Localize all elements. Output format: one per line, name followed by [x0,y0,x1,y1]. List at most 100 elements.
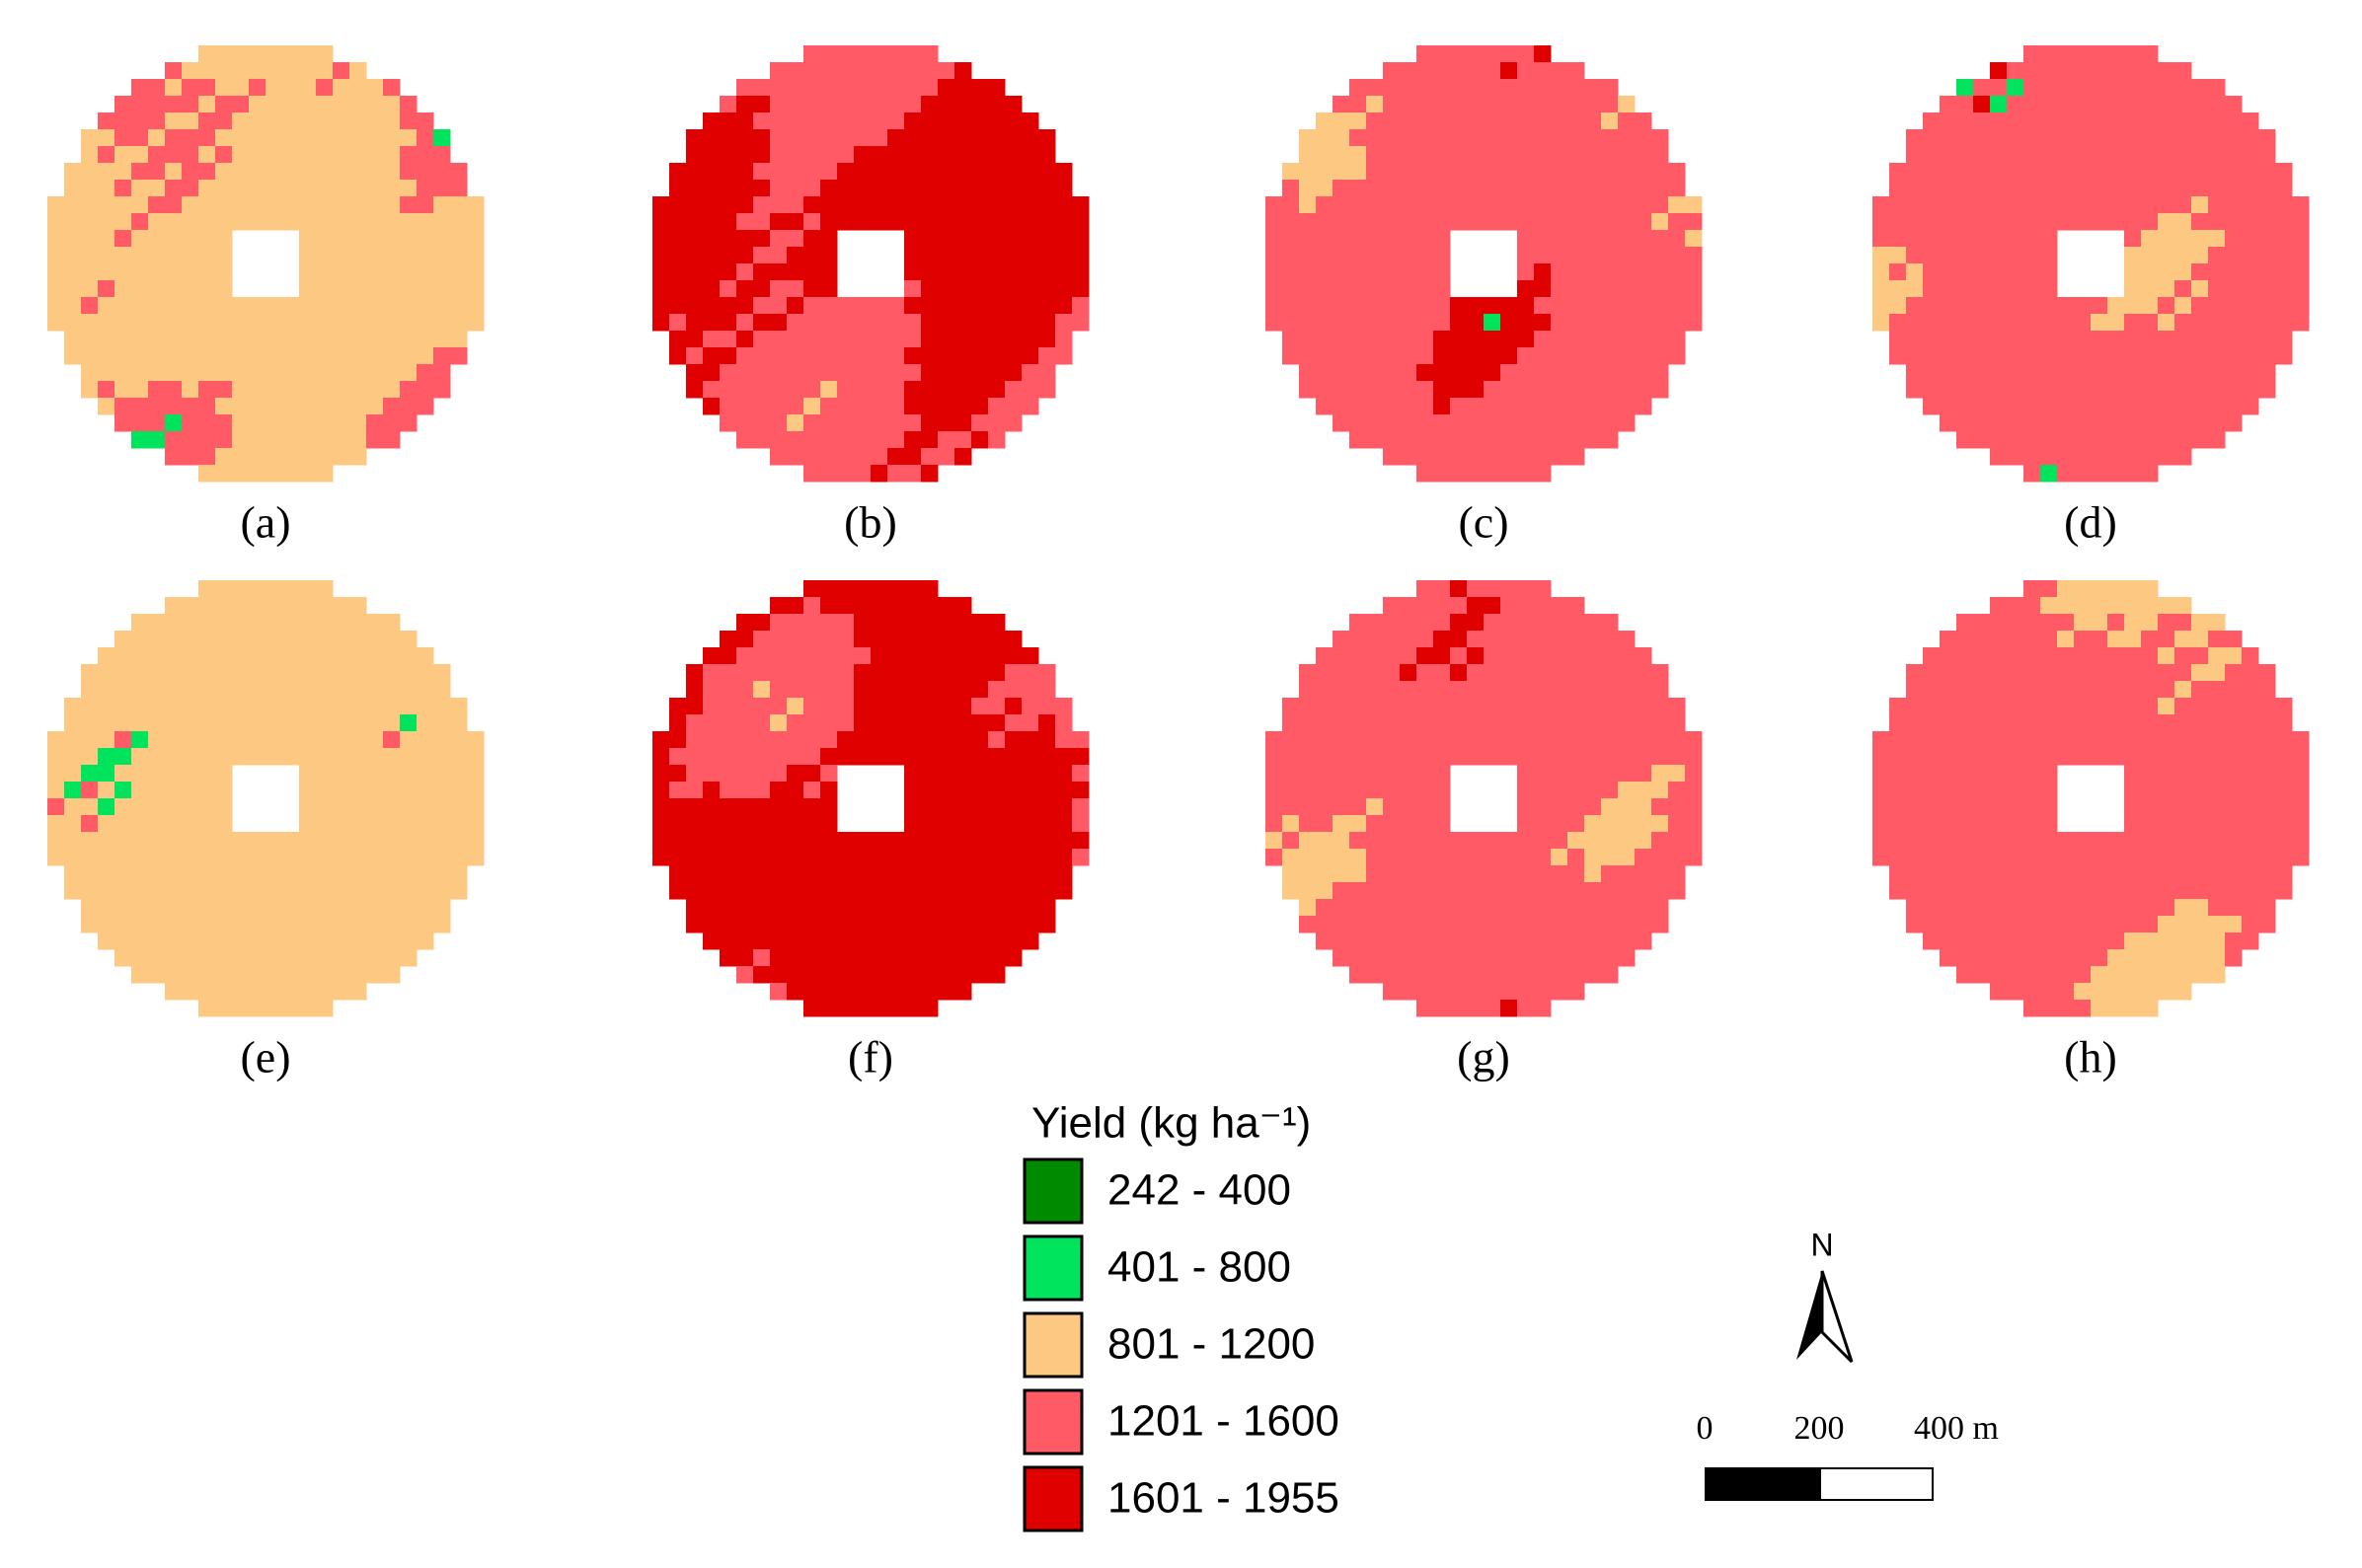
map-cell [215,664,233,682]
map-cell [1467,933,1485,950]
map-cell [232,631,250,648]
map-cell [47,782,65,799]
map-cell [954,414,972,432]
map-cell [366,647,384,665]
map-cell [1534,664,1552,682]
map-cell [971,865,989,883]
map-cell [1055,230,1073,248]
map-cell [333,647,350,665]
map-cell [2107,297,2125,315]
map-cell [1005,146,1023,164]
map-cell [770,815,788,833]
map-cell [2242,681,2259,699]
map-cell [232,597,250,615]
map-cell [954,347,972,365]
panel-label: (g) [1457,1032,1510,1083]
map-cell [1349,146,1367,164]
map-cell [2141,146,2159,164]
map-cell [1299,731,1317,749]
map-cell [2040,882,2058,900]
map-cell [316,597,334,615]
map-cell [1416,414,1434,432]
map-cell [2023,580,2041,598]
map-cell [1366,230,1384,248]
map-cell [2040,916,2058,933]
map-cell [417,865,434,883]
map-cell [1923,213,1941,231]
map-cell [2208,146,2226,164]
map-cell [988,331,1006,348]
map-cell [2124,213,2142,231]
map-cell [686,882,704,900]
map-cell [1551,631,1568,648]
map-cell [349,431,367,449]
map-cell [988,916,1006,933]
map-cell [1433,79,1451,97]
map-cell [1923,765,1941,783]
map-cell [1517,664,1535,682]
map-cell [1400,280,1417,298]
map-cell [2191,297,2209,315]
map-cell [1567,180,1585,197]
map-cell [232,916,250,933]
map-cell [2208,865,2226,883]
map-cell [904,297,922,315]
map-cell [1316,398,1333,415]
map-cell [1383,414,1401,432]
map-cell [2258,347,2276,365]
map-cell [803,1000,821,1017]
map-cell [1038,297,1056,315]
map-cell [2107,448,2125,466]
map-cell [2174,280,2192,298]
map-cell [282,196,300,214]
map-cell [770,364,788,382]
map-cell [2141,748,2159,766]
map-cell [2074,314,2092,332]
map-cell [2057,949,2075,967]
map-cell [366,180,384,197]
map-cell [316,314,334,332]
map-cell [787,832,804,850]
map-cell [2091,664,2108,682]
map-cell [1973,681,1991,699]
map-cell [182,983,199,1001]
map-cell [1534,280,1552,298]
map-cell [971,398,989,415]
map-cell [887,832,905,850]
map-cell [266,714,283,732]
map-cell [1282,180,1300,197]
map-cell [232,364,250,382]
map-cell [1990,765,2008,783]
map-cell [131,916,149,933]
map-cell [2275,213,2293,231]
map-cell [854,163,872,181]
map-cell [1618,731,1636,749]
map-cell [316,129,334,147]
map-cell [921,631,939,648]
map-cell [131,748,149,766]
map-cell [1651,664,1669,682]
map-cell [904,146,922,164]
map-cell [1551,949,1568,967]
map-cell [148,681,166,699]
map-cell [1450,597,1468,615]
map-cell [1349,899,1367,917]
map-cell [988,213,1006,231]
map-cell [1534,832,1552,850]
map-cell [282,79,300,97]
map-cell [871,631,888,648]
map-cell [837,916,855,933]
map-cell [1990,431,2008,449]
map-cell [282,448,300,466]
map-cell [215,364,233,382]
map-cell [703,798,721,816]
map-cell [1333,815,1350,833]
map-cell [887,882,905,900]
map-cell [1400,448,1417,466]
map-cell [1265,748,1283,766]
map-cell [1383,79,1401,97]
map-cell [366,664,384,682]
map-cell [316,832,334,850]
map-cell [938,832,955,850]
map-cell [2225,949,2243,967]
